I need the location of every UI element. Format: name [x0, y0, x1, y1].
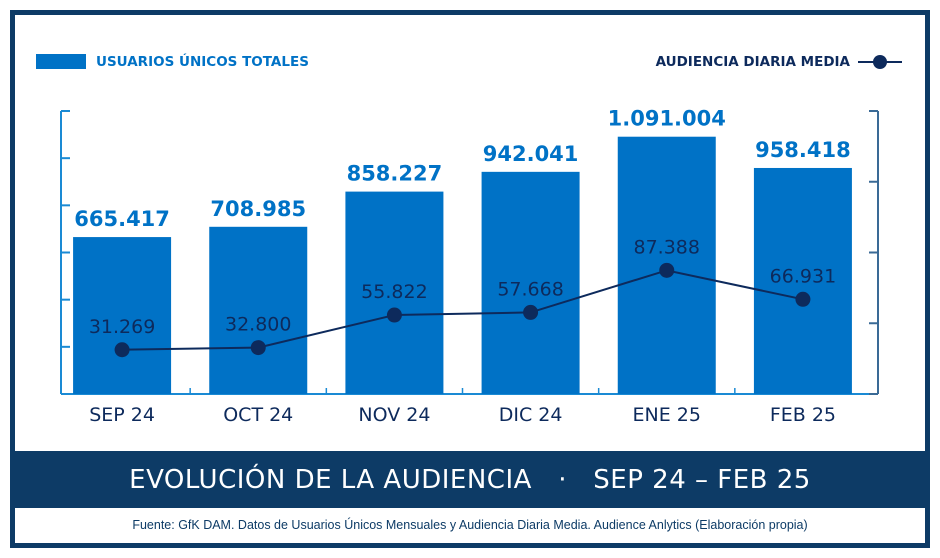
legend-bar-label: USUARIOS ÚNICOS TOTALES — [96, 52, 309, 70]
bar-nov-24 — [345, 191, 444, 394]
title-band: EVOLUCIÓN DE LA AUDIENCIA · SEP 24 – FEB… — [15, 451, 925, 508]
chart-svg: USUARIOS ÚNICOS TOTALES AUDIENCIA DIARIA … — [36, 52, 902, 426]
bar-feb-25 — [753, 167, 852, 394]
x-tick-label: OCT 24 — [223, 404, 293, 426]
bar-value-label: 958.418 — [755, 138, 851, 162]
bar-value-label: 665.417 — [74, 207, 170, 231]
line-value-label: 32.800 — [225, 314, 291, 336]
x-tick-label: NOV 24 — [358, 404, 430, 426]
legend-line-label: AUDIENCIA DIARIA MEDIA — [656, 54, 851, 70]
chart-title: EVOLUCIÓN DE LA AUDIENCIA — [129, 464, 532, 495]
line-point — [250, 340, 266, 356]
line-point — [795, 291, 811, 307]
bar-sep-24 — [73, 237, 172, 394]
line-value-label: 87.388 — [634, 236, 700, 258]
source-note: Fuente: GfK DAM. Datos de Usuarios Único… — [132, 518, 808, 532]
x-tick-label: FEB 25 — [770, 404, 836, 426]
bar-dic-24 — [481, 171, 580, 394]
chart-period: SEP 24 – FEB 25 — [593, 464, 811, 495]
x-tick-label: DIC 24 — [499, 404, 563, 426]
line-point — [386, 307, 402, 323]
line-series — [122, 269, 804, 351]
title-separator: · — [558, 464, 567, 495]
bar-value-label: 942.041 — [483, 142, 579, 166]
bar-value-label: 1.091.004 — [608, 107, 726, 131]
bar-value-label: 858.227 — [347, 162, 443, 186]
bar-value-label: 708.985 — [210, 197, 306, 221]
bar-oct-24 — [209, 226, 308, 394]
line-point — [659, 262, 675, 278]
line-value-label: 55.822 — [361, 281, 427, 303]
line-point — [523, 304, 539, 320]
legend-line-marker — [873, 55, 887, 69]
x-tick-label: SEP 24 — [89, 404, 155, 426]
legend-bar-swatch — [36, 54, 86, 69]
line-value-label: 57.668 — [497, 278, 563, 300]
line-value-label: 31.269 — [89, 316, 155, 338]
line-point — [114, 342, 130, 358]
line-value-label: 66.931 — [770, 265, 836, 287]
x-tick-label: ENE 25 — [633, 404, 701, 426]
